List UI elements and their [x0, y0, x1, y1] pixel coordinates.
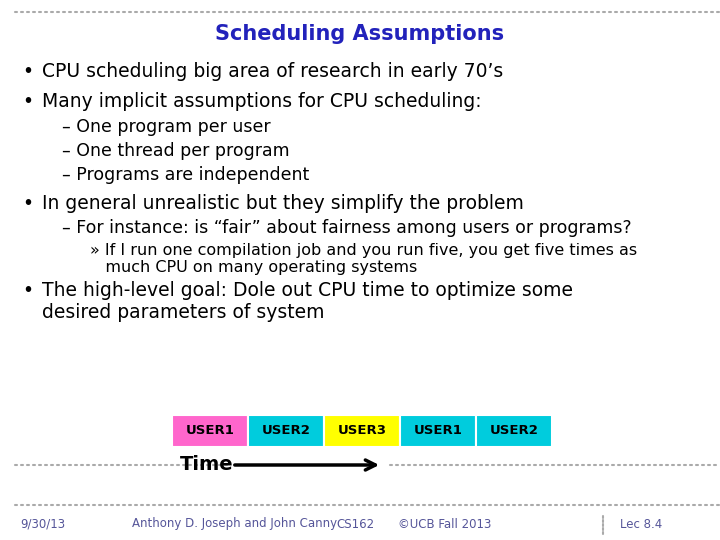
Text: Many implicit assumptions for CPU scheduling:: Many implicit assumptions for CPU schedu…	[42, 92, 482, 111]
Text: CPU scheduling big area of research in early 70’s: CPU scheduling big area of research in e…	[42, 62, 503, 81]
Text: 9/30/13: 9/30/13	[20, 517, 65, 530]
Text: – One program per user: – One program per user	[62, 118, 271, 136]
Bar	[324, 415, 400, 447]
Text: •: •	[22, 194, 33, 213]
Text: » If I run one compilation job and you run five, you get five times as
   much C: » If I run one compilation job and you r…	[90, 243, 637, 275]
Text: Anthony D. Joseph and John Canny: Anthony D. Joseph and John Canny	[132, 517, 338, 530]
Text: In general unrealistic but they simplify the problem: In general unrealistic but they simplify…	[42, 194, 524, 213]
Bar	[248, 415, 324, 447]
Bar	[400, 415, 476, 447]
Text: CS162: CS162	[336, 517, 374, 530]
Text: – Programs are independent: – Programs are independent	[62, 166, 310, 184]
Text: USER1: USER1	[413, 424, 462, 437]
Bar	[172, 415, 248, 447]
Text: •: •	[22, 62, 33, 81]
Text: USER1: USER1	[186, 424, 235, 437]
Bar	[476, 415, 552, 447]
Text: The high-level goal: Dole out CPU time to optimize some
desired parameters of sy: The high-level goal: Dole out CPU time t…	[42, 281, 573, 322]
Text: – For instance: is “fair” about fairness among users or programs?: – For instance: is “fair” about fairness…	[62, 219, 631, 237]
Text: ©UCB Fall 2013: ©UCB Fall 2013	[398, 517, 492, 530]
Text: •: •	[22, 92, 33, 111]
Text: – One thread per program: – One thread per program	[62, 142, 289, 160]
Text: USER3: USER3	[338, 424, 387, 437]
Text: •: •	[22, 281, 33, 300]
Text: Lec 8.4: Lec 8.4	[620, 517, 662, 530]
Text: Time: Time	[180, 456, 233, 475]
Text: USER2: USER2	[261, 424, 310, 437]
Text: USER2: USER2	[490, 424, 539, 437]
Text: Scheduling Assumptions: Scheduling Assumptions	[215, 24, 505, 44]
